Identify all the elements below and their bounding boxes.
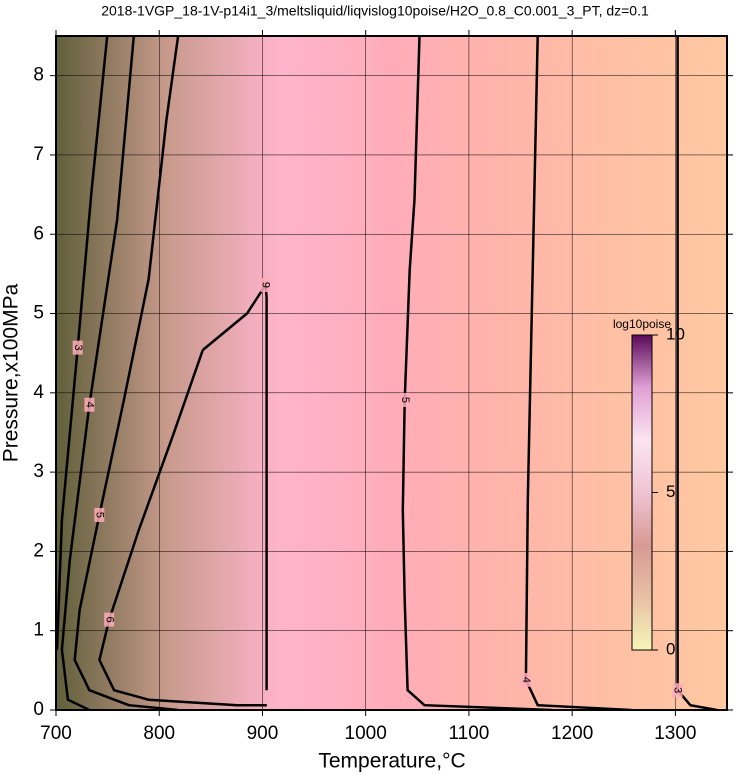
y-tick-label: 2 xyxy=(33,540,44,561)
contour-label-group: 5 xyxy=(93,507,105,522)
contour-line xyxy=(98,349,267,707)
contour-line xyxy=(524,36,632,710)
contour-label-group: 4 xyxy=(520,672,532,687)
contour-label: 3 xyxy=(72,345,84,351)
y-tick-label: 4 xyxy=(33,382,44,403)
contour-label-bg xyxy=(72,340,83,355)
y-axis-label: Pressure,x100MPa xyxy=(0,283,23,462)
x-tick-label: 700 xyxy=(40,723,72,744)
contour-label: 3 xyxy=(672,687,684,693)
contour-label-bg xyxy=(399,392,410,407)
y-tick-label: 0 xyxy=(33,699,44,720)
plot-area: 3 4 5 6 9 5 4 3 xyxy=(56,36,727,710)
contour-label-group: 3 xyxy=(672,683,684,698)
contour-label-bg xyxy=(260,277,271,292)
contour-label: 9 xyxy=(260,282,272,288)
plot-background xyxy=(56,36,727,710)
contour-label-group: 6 xyxy=(103,612,115,627)
contour-line xyxy=(73,36,180,710)
contour-label-group: 4 xyxy=(84,397,96,412)
contour-label-group: 3 xyxy=(72,340,84,355)
colorbar xyxy=(631,334,653,651)
plot-frame xyxy=(55,35,728,711)
colorbar-tick-label: 10 xyxy=(666,324,685,343)
colorbar-tick-label: 0 xyxy=(666,639,675,658)
contour-label-bg xyxy=(104,612,115,627)
y-tick-label: 8 xyxy=(33,65,44,86)
contour-label-group: 5 xyxy=(399,392,411,407)
contour-label-bg xyxy=(520,672,531,687)
contour-label: 4 xyxy=(84,402,96,408)
x-tick-label: 1000 xyxy=(345,723,387,744)
contour-label: 5 xyxy=(399,397,411,403)
contour-label: 4 xyxy=(520,677,532,683)
y-tick-label: 7 xyxy=(33,144,44,165)
chart-title: 2018-1VGP_18-1V-p14i1_3/meltsliquid/liqv… xyxy=(101,3,649,19)
x-tick-label: 1200 xyxy=(551,723,593,744)
contour-label-bg xyxy=(672,683,683,698)
contour-line xyxy=(60,36,136,710)
y-tick-label: 5 xyxy=(33,303,44,324)
colorbar-label: log10poise xyxy=(613,317,671,331)
y-tick-label: 6 xyxy=(33,223,44,244)
y-tick-label: 1 xyxy=(33,620,44,641)
contour-label-bg xyxy=(84,397,95,412)
colorbar-tick-label: 5 xyxy=(666,482,675,501)
contour-line xyxy=(401,36,553,710)
x-axis-label: Temperature,°C xyxy=(318,750,465,773)
contour-label: 6 xyxy=(103,617,115,623)
contour-label: 5 xyxy=(93,512,105,518)
x-tick-label: 900 xyxy=(247,723,279,744)
x-tick-label: 1300 xyxy=(654,723,696,744)
x-tick-label: 800 xyxy=(143,723,175,744)
y-tick-label: 3 xyxy=(33,461,44,482)
x-tick-label: 1100 xyxy=(448,723,489,744)
contour-label-bg xyxy=(94,507,105,522)
contour-label-group: 9 xyxy=(260,277,272,292)
